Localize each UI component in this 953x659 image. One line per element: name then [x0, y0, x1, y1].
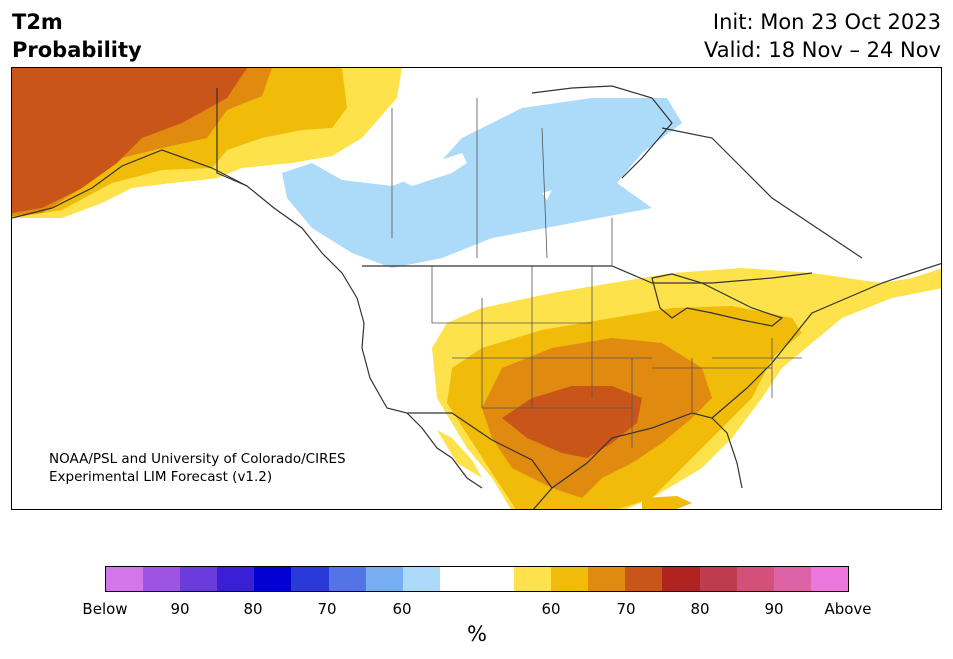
colorbar-tick-label: 80: [690, 600, 710, 618]
colorbar: [105, 566, 849, 592]
colorbar-segment: [736, 567, 774, 591]
colorbar-tick-label: 90: [170, 600, 190, 618]
map-title: T2m Probability: [12, 8, 142, 64]
colorbar-tick-label: 70: [616, 600, 636, 618]
colorbar-segment: [254, 567, 292, 591]
colorbar-tick-label: 60: [541, 600, 561, 618]
coastline-hudson: [531, 85, 673, 179]
colorbar-segment: [106, 567, 144, 591]
credit-text: NOAA/PSL and University of Colorado/CIRE…: [49, 450, 346, 486]
coastline-atlantic: [711, 263, 941, 419]
coastline-alaska: [12, 149, 358, 299]
colorbar-tick-label: 80: [243, 600, 263, 618]
coastline-labrador: [661, 127, 863, 259]
probability-fields: [12, 68, 941, 509]
forecast-dates: Init: Mon 23 Oct 2023 Valid: 18 Nov – 24…: [704, 8, 941, 64]
colorbar-tick-label: Above: [824, 600, 872, 618]
colorbar-tick-label: 60: [392, 600, 412, 618]
region-alaska-rust: [12, 68, 247, 213]
init-date: Init: Mon 23 Oct 2023: [712, 10, 941, 34]
valid-range: Valid: 18 Nov – 24 Nov: [704, 38, 941, 62]
forecast-map: [11, 67, 942, 510]
map-svg: [12, 68, 941, 509]
colorbar-segment: [625, 567, 663, 591]
colorbar-segment: [773, 567, 811, 591]
region-baja: [437, 430, 482, 478]
colorbar-segment: [476, 567, 515, 591]
title-line-2: Probability: [12, 38, 142, 62]
colorbar-segment: [699, 567, 737, 591]
colorbar-segment: [328, 567, 366, 591]
great-lakes: [651, 273, 784, 327]
border-alaska-canada: [216, 88, 248, 187]
colorbar-segment: [291, 567, 329, 591]
colorbar-segment: [662, 567, 700, 591]
region-canada-white-1: [392, 153, 467, 186]
region-caribbean-gold: [642, 496, 692, 509]
colorbar-segment: [810, 567, 848, 591]
colorbar-tick-label: Below: [82, 600, 128, 618]
colorbar-segment: [217, 567, 255, 591]
colorbar-unit: %: [467, 622, 487, 646]
colorbar-segment: [365, 567, 403, 591]
colorbar-segment: [588, 567, 626, 591]
colorbar-segment: [402, 567, 440, 591]
region-canada-lightblue: [282, 98, 682, 268]
colorbar-segment: [551, 567, 589, 591]
colorbar-segment: [439, 567, 477, 591]
coastline-gulf: [532, 412, 743, 509]
state-borders: [391, 98, 802, 448]
region-us-rust: [502, 386, 642, 458]
colorbar-segment: [180, 567, 218, 591]
colorbar-tick-label: 70: [317, 600, 337, 618]
credit-line-2: Experimental LIM Forecast (v1.2): [49, 469, 273, 485]
credit-line-1: NOAA/PSL and University of Colorado/CIRE…: [49, 451, 346, 467]
title-line-1: T2m: [12, 10, 63, 34]
colorbar-segment: [514, 567, 552, 591]
colorbar-segment: [143, 567, 181, 591]
border-us-mexico: [407, 412, 553, 489]
colorbar-tick-label: 90: [764, 600, 784, 618]
